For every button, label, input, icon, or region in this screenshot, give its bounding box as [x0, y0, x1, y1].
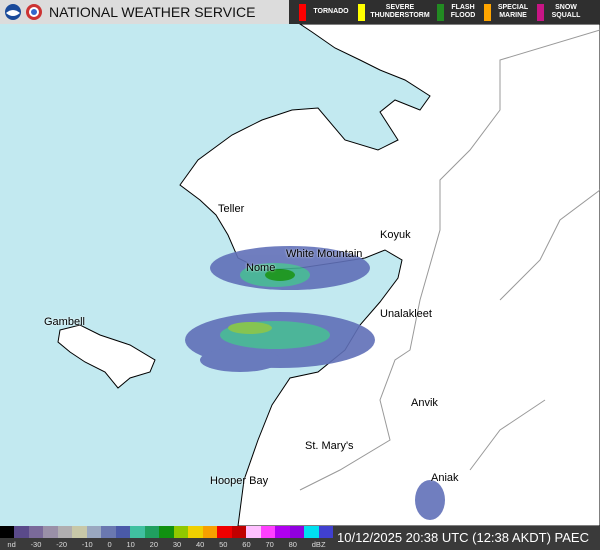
legend-label: SPECIAL MARINE — [497, 4, 529, 19]
snow-squall-swatch — [537, 3, 544, 21]
legend-label: FLASH FLOOD — [450, 4, 476, 19]
scale-tick-label: -10 — [81, 539, 93, 549]
legend-label: TORNADO — [313, 8, 349, 15]
timestamp: 10/12/2025 20:38 UTC (12:38 AKDT) PAEC — [337, 530, 589, 545]
page-title: NATIONAL WEATHER SERVICE — [49, 4, 256, 20]
scale-tick-label: -30 — [30, 539, 42, 549]
scale-color-step — [188, 526, 203, 538]
scale-tick-label: 50 — [219, 539, 228, 549]
scale-color-step — [101, 526, 116, 538]
scale-tick-label: 80 — [288, 539, 297, 549]
scale-color-step — [173, 526, 189, 538]
scale-color-step — [246, 526, 261, 538]
special-marine-swatch — [484, 3, 491, 21]
scale-color-step — [130, 526, 145, 538]
scale-color-step — [159, 526, 174, 538]
scale-tick-label: 10 — [126, 539, 135, 549]
city-label: White Mountain — [286, 248, 363, 260]
city-label: Teller — [218, 203, 245, 215]
legend-flash-flood: FLASH FLOOD — [437, 3, 478, 21]
scale-ticks: nd -30 -20 -10 0 10 20 30 40 50 60 70 80 dBZ — [0, 538, 333, 550]
scale-color-step — [57, 526, 73, 538]
city-label: Anvik — [411, 397, 438, 409]
city-label: St. Mary's — [305, 440, 354, 452]
city-label: Hooper Bay — [210, 475, 269, 487]
scale-color-step — [0, 526, 15, 538]
scale-tick-label: nd — [7, 539, 16, 549]
scale-color-step — [43, 526, 58, 538]
legend-tornado: TORNADO — [299, 3, 352, 21]
scale-color-step — [217, 526, 232, 538]
scale-color-step — [86, 526, 102, 538]
city-label: Aniak — [431, 472, 459, 484]
legend-label: SNOW SQUALL — [551, 4, 581, 19]
scale-tick-label: 60 — [242, 539, 251, 549]
legend-special-marine: SPECIAL MARINE — [484, 3, 531, 21]
radar-echoes — [185, 246, 445, 520]
scale-tick-label: 20 — [149, 539, 159, 549]
scale-color-step — [304, 526, 319, 538]
scale-tick-label: -20 — [56, 539, 68, 549]
scale-tick-label: dBZ — [311, 539, 326, 549]
brand: NATIONAL WEATHER SERVICE — [0, 0, 289, 24]
severe-thunderstorm-swatch — [358, 3, 365, 21]
nws-logo-icon — [26, 4, 42, 20]
header: NATIONAL WEATHER SERVICE TORNADO SEVERE … — [0, 0, 600, 24]
scale-color-step — [318, 526, 334, 538]
warnings-legend: TORNADO SEVERE THUNDERSTORM FLASH FLOOD … — [289, 0, 600, 24]
flash-flood-swatch — [437, 3, 444, 21]
scale-color-step — [202, 526, 218, 538]
scale-color-step — [14, 526, 29, 538]
scale-color-step — [260, 526, 276, 538]
scale-tick-label: 0 — [107, 539, 112, 549]
tornado-swatch — [299, 3, 306, 21]
mainland — [179, 23, 600, 527]
scale-color-step — [275, 526, 290, 538]
legend-snow-squall: SNOW SQUALL — [537, 3, 584, 21]
legend-label: SEVERE THUNDERSTORM — [370, 4, 430, 19]
reflectivity-color-scale — [0, 526, 334, 538]
st-lawrence-island — [57, 324, 156, 389]
scale-color-step — [231, 526, 247, 538]
boundaries — [299, 29, 600, 491]
scale-color-step — [28, 526, 44, 538]
legend-severe-thunderstorm: SEVERE THUNDERSTORM — [358, 3, 431, 21]
scale-color-step — [115, 526, 131, 538]
city-label: Unalakleet — [380, 308, 432, 320]
scale-tick-label: 40 — [195, 539, 205, 549]
city-label: Gambell — [44, 316, 85, 328]
scale-tick-label: 70 — [265, 539, 274, 549]
scale-color-step — [144, 526, 160, 538]
footer: nd -30 -20 -10 0 10 20 30 40 50 60 70 80 dBZ 10/12/20… — [0, 526, 600, 550]
scale-color-step — [289, 526, 305, 538]
scale-tick-label: 30 — [172, 539, 182, 549]
scale-color-step — [72, 526, 87, 538]
city-label: Koyuk — [380, 229, 411, 241]
noaa-logo-icon — [5, 4, 21, 20]
city-label: Nome — [246, 262, 276, 274]
